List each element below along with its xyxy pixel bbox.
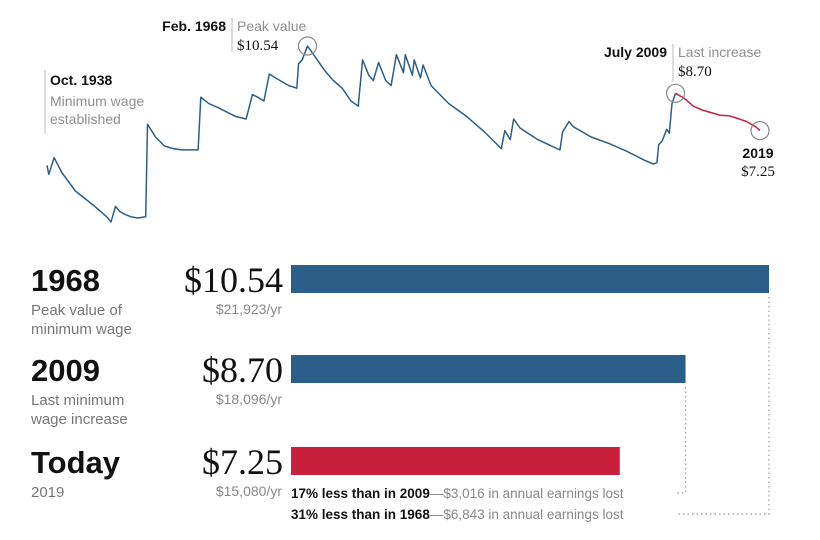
bar-subtitle-0-1: minimum wage <box>31 321 132 338</box>
bar-2009 <box>291 355 686 383</box>
annotation-1938-line2: established <box>50 111 121 127</box>
bar-value-2: $7.25 <box>202 442 283 482</box>
bar-annual-2: $15,080/yr <box>216 483 282 499</box>
annotation-1938-line1: Minimum wage <box>50 93 144 109</box>
bar-1968 <box>291 265 769 293</box>
wage-line-since-2009 <box>675 92 761 132</box>
annotation-2019-value: $7.25 <box>741 164 775 180</box>
bar-title-1: 2009 <box>31 353 100 388</box>
bar-subtitle-2-0: 2019 <box>31 484 64 501</box>
annotation-2009-date: July 2009 <box>604 44 667 60</box>
annotation-1968-date: Feb. 1968 <box>162 18 226 34</box>
bar-title-2: Today <box>31 445 121 480</box>
comparison-0-dash: — <box>430 486 444 501</box>
annotation-2009-value: $8.70 <box>678 64 712 80</box>
annotation-2009-label: Last increase <box>678 44 761 60</box>
comparison-1-dash: — <box>430 507 444 522</box>
increase-2009-marker <box>665 83 686 103</box>
peak-1968-marker <box>297 36 318 56</box>
bar-annual-1: $18,096/yr <box>216 391 282 407</box>
bar-value-0: $10.54 <box>184 260 283 300</box>
bar-value-1: $8.70 <box>202 350 283 390</box>
annotation-1968-value: $10.54 <box>237 38 279 54</box>
comparison-0-headline: 17% less than in 2009 <box>291 486 430 501</box>
value-2019-marker <box>750 120 770 141</box>
leader-2009 <box>676 387 687 494</box>
bar-subtitle-0-0: Peak value of <box>31 302 123 319</box>
comparison-1: 31% less than in 1968—$6,843 in annual e… <box>291 507 624 522</box>
bar-annual-0: $21,923/yr <box>216 301 282 317</box>
bar-subtitle-1-1: wage increase <box>30 411 128 428</box>
comparison-0: 17% less than in 2009—$3,016 in annual e… <box>291 486 624 501</box>
comparison-1-headline: 31% less than in 1968 <box>291 507 430 522</box>
wage-line-history <box>46 45 677 223</box>
comparison-0-detail: $3,016 in annual earnings lost <box>443 486 623 501</box>
bar-today <box>291 447 620 475</box>
bar-title-0: 1968 <box>31 263 100 298</box>
annotation-1968-label: Peak value <box>237 18 306 34</box>
annotation-2019-date: 2019 <box>742 145 773 161</box>
annotation-1938-date: Oct. 1938 <box>50 72 112 88</box>
bar-subtitle-1-0: Last minimum <box>31 392 124 409</box>
leader-1968 <box>676 297 770 515</box>
comparison-1-detail: $6,843 in annual earnings lost <box>443 507 623 522</box>
